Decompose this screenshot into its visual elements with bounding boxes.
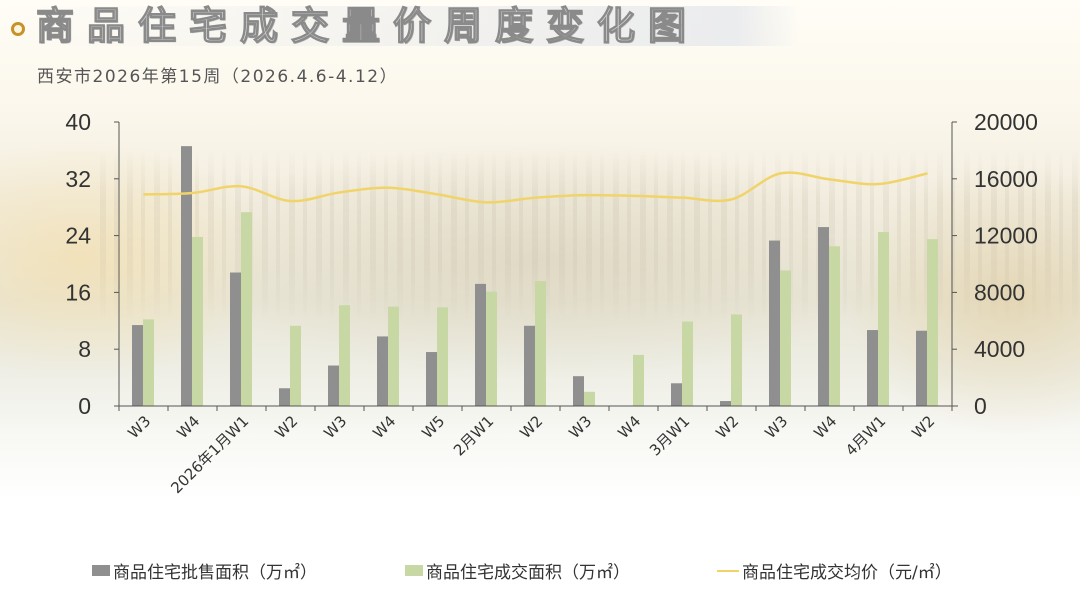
legend-item-supply: 商品住宅批售面积（万㎡）: [92, 558, 317, 583]
legend-label: 商品住宅成交面积（万㎡）: [426, 563, 630, 583]
legend-item-price: 商品住宅成交均价（元/㎡）: [717, 558, 952, 583]
left-axis-tick-label: 32: [65, 166, 91, 192]
chart-subtitle: 西安市2026年第15周（2026.4.6-4.12）: [37, 67, 399, 87]
legend-swatch-price-icon: [717, 569, 739, 572]
bar-deal: [584, 391, 595, 406]
bar-series: [132, 146, 938, 406]
bar-deal: [143, 319, 154, 406]
bar-deal: [290, 325, 301, 406]
bar-deal: [633, 354, 644, 406]
bar-supply: [573, 376, 584, 406]
x-axis-category-label: W3: [320, 412, 350, 442]
legend-item-deal: 商品住宅成交面积（万㎡）: [405, 558, 630, 583]
bar-supply: [132, 325, 143, 406]
x-axis-category-label: W4: [173, 412, 203, 442]
bar-supply: [671, 383, 682, 406]
x-axis-category-label: W2: [712, 412, 742, 442]
left-axis-tick-label: 40: [65, 109, 91, 135]
bar-deal: [437, 307, 448, 406]
right-axis-tick-label: 20000: [974, 109, 1038, 135]
legend-label: 商品住宅成交均价（元/㎡）: [742, 563, 952, 583]
legend: 商品住宅批售面积（万㎡） 商品住宅成交面积（万㎡） 商品住宅成交均价（元/㎡）: [0, 558, 1080, 588]
x-axis-category-label: 3月W1: [646, 412, 693, 459]
bar-deal: [486, 291, 497, 406]
x-axis-category-label: W5: [418, 412, 448, 442]
bar-supply: [769, 240, 780, 406]
bar-supply: [818, 227, 829, 406]
right-axis-tick-label: 0: [974, 393, 987, 419]
bar-deal: [780, 270, 791, 406]
bar-deal: [241, 212, 252, 406]
legend-swatch-supply-icon: [92, 565, 110, 576]
x-axis-category-label: W3: [761, 412, 791, 442]
bar-supply: [279, 388, 290, 406]
x-axis-category-label: W4: [369, 412, 399, 442]
x-axis-category-label: W3: [124, 412, 154, 442]
x-axis-category-label: 2月W1: [450, 412, 497, 459]
right-axis-tick-label: 12000: [974, 223, 1038, 249]
background-skyline: [100, 150, 1080, 320]
title-bullet-icon: [11, 22, 25, 36]
right-axis-tick-label: 16000: [974, 166, 1038, 192]
right-axis-tick-label: 4000: [974, 336, 1025, 362]
bar-supply: [475, 283, 486, 406]
right-axis-tick-label: 8000: [974, 279, 1025, 305]
bar-supply: [867, 330, 878, 406]
bar-supply: [426, 352, 437, 406]
left-axis-tick-label: 24: [65, 223, 91, 249]
legend-swatch-deal-icon: [405, 565, 423, 576]
left-axis-tick-label: 8: [78, 336, 91, 362]
bar-supply: [328, 365, 339, 406]
bar-supply: [377, 336, 388, 406]
bar-deal: [682, 321, 693, 406]
bar-deal: [927, 239, 938, 406]
x-axis-category-label: 4月W1: [842, 412, 889, 459]
x-axis-category-label: W4: [810, 412, 840, 442]
bar-supply: [230, 272, 241, 406]
bar-supply: [916, 330, 927, 406]
x-axis-category-label: W3: [565, 412, 595, 442]
bar-deal: [192, 237, 203, 406]
legend-label: 商品住宅批售面积（万㎡）: [113, 563, 317, 583]
left-axis-tick-label: 16: [65, 279, 91, 305]
x-axis-category-label: W2: [516, 412, 546, 442]
x-axis-category-label: W4: [614, 412, 644, 442]
right-y-axis: 0 4000 8000 12000 16000 20000: [951, 109, 1038, 419]
x-axis-category-label: W2: [908, 412, 938, 442]
bar-deal: [878, 232, 889, 406]
price-line: [143, 171, 928, 204]
bar-deal: [339, 305, 350, 406]
bar-supply: [720, 401, 731, 406]
bar-supply: [181, 146, 192, 406]
left-y-axis: 0 8 16 24 32 40: [65, 109, 120, 419]
bar-deal: [388, 306, 399, 406]
left-axis-tick-label: 0: [78, 393, 91, 419]
bar-deal: [535, 281, 546, 406]
x-axis-category-label: W2: [271, 412, 301, 442]
bar-supply: [524, 325, 535, 406]
bar-deal: [829, 246, 840, 406]
bar-deal: [731, 314, 742, 406]
title-band: [0, 6, 800, 46]
price-line-series: [143, 171, 928, 204]
chart-title: 商品住宅成交量价周度变化图: [35, 3, 700, 48]
